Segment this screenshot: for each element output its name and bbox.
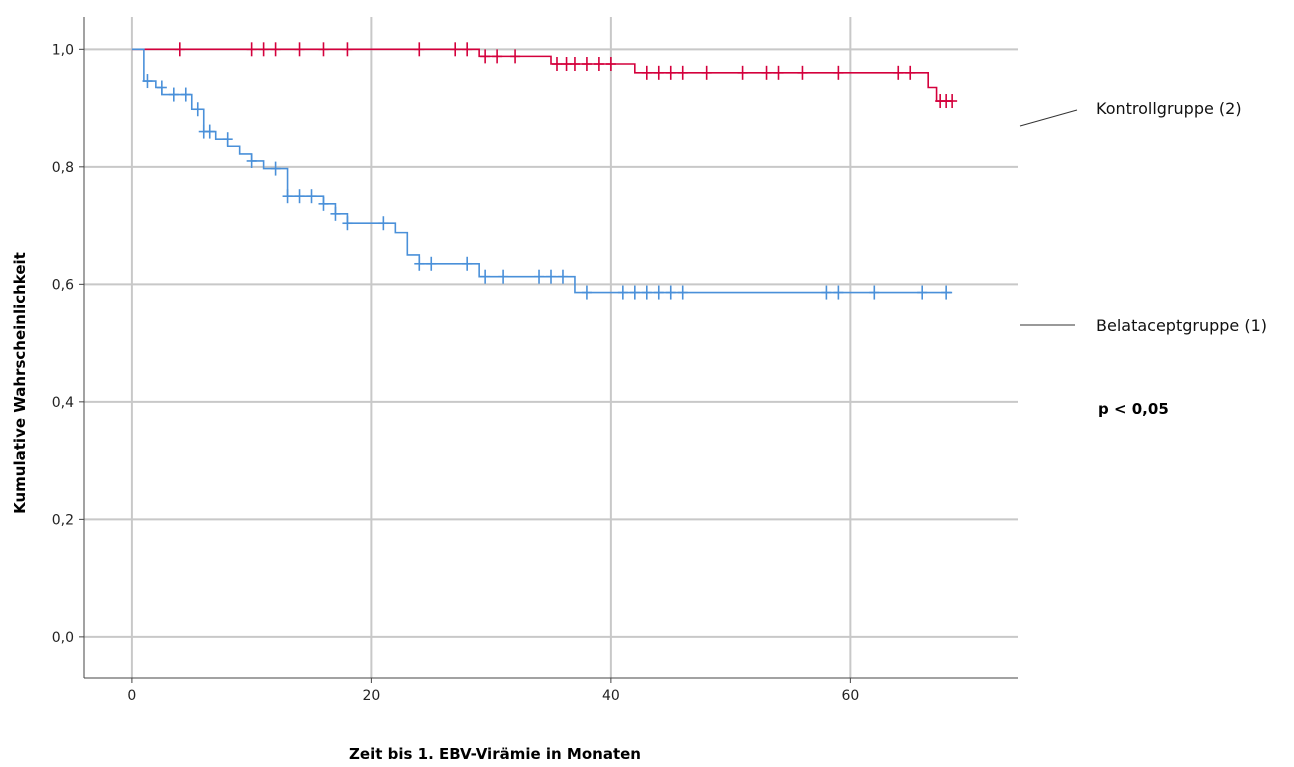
survival-curve-belataceptgruppe bbox=[131, 48, 953, 294]
censor-mark-belataceptgruppe bbox=[498, 269, 509, 284]
censor-mark-kontrollgruppe bbox=[492, 49, 503, 64]
censor-mark-kontrollgruppe bbox=[318, 42, 329, 57]
censor-mark-kontrollgruppe bbox=[677, 65, 688, 80]
censor-mark-belataceptgruppe bbox=[917, 285, 928, 300]
censor-mark-belataceptgruppe bbox=[546, 269, 556, 284]
censor-mark-belataceptgruppe bbox=[330, 206, 341, 221]
censor-mark-belataceptgruppe bbox=[180, 87, 191, 102]
censor-mark-belataceptgruppe bbox=[617, 285, 628, 300]
censor-mark-kontrollgruppe bbox=[701, 65, 712, 80]
legend-label-kontrollgruppe: Kontrollgruppe (2) bbox=[1096, 99, 1242, 118]
axes bbox=[79, 17, 1018, 683]
gridlines bbox=[84, 17, 1018, 678]
censor-mark-belataceptgruppe bbox=[665, 285, 676, 300]
censor-mark-kontrollgruppe bbox=[174, 42, 185, 57]
censor-mark-belataceptgruppe bbox=[156, 80, 167, 95]
censor-mark-kontrollgruppe bbox=[653, 65, 664, 80]
y-tick-label: 1,0 bbox=[52, 42, 74, 58]
censor-mark-belataceptgruppe bbox=[869, 285, 880, 300]
censor-mark-belataceptgruppe bbox=[677, 285, 688, 300]
censor-mark-belataceptgruppe bbox=[306, 189, 317, 204]
y-tick-label: 0,0 bbox=[52, 630, 74, 646]
censor-mark-kontrollgruppe bbox=[797, 65, 808, 80]
censor-mark-belataceptgruppe bbox=[557, 269, 568, 284]
y-tick-label: 0,2 bbox=[52, 512, 74, 528]
y-tick-label: 0,6 bbox=[52, 277, 74, 293]
y-tick-label: 0,8 bbox=[52, 160, 74, 176]
censor-mark-kontrollgruppe bbox=[270, 42, 281, 57]
legend-leader-kontrollgruppe bbox=[1019, 109, 1078, 127]
survival-curve-kontrollgruppe bbox=[131, 48, 953, 102]
x-tick-label: 60 bbox=[841, 688, 859, 704]
censor-mark-kontrollgruppe bbox=[510, 49, 521, 64]
censor-mark-belataceptgruppe bbox=[833, 285, 844, 300]
censor-mark-belataceptgruppe bbox=[168, 87, 179, 102]
censor-mark-kontrollgruppe bbox=[905, 65, 916, 80]
y-axis-title: Kumulative Wahrscheinlichkeit bbox=[11, 252, 29, 514]
censor-mark-kontrollgruppe bbox=[737, 65, 748, 80]
censor-mark-kontrollgruppe bbox=[480, 49, 491, 64]
censor-mark-belataceptgruppe bbox=[318, 196, 329, 211]
x-tick-label: 0 bbox=[127, 688, 136, 704]
censor-mark-kontrollgruppe bbox=[893, 65, 904, 80]
censor-mark-kontrollgruppe bbox=[641, 65, 652, 80]
censor-mark-kontrollgruppe bbox=[833, 65, 844, 80]
legend-label-belataceptgruppe: Belataceptgruppe (1) bbox=[1096, 316, 1267, 335]
censor-mark-belataceptgruppe bbox=[378, 216, 389, 231]
censor-mark-kontrollgruppe bbox=[569, 57, 580, 72]
censor-mark-belataceptgruppe bbox=[629, 285, 640, 300]
p-value-annotation: p < 0,05 bbox=[1098, 400, 1169, 418]
censor-mark-belataceptgruppe bbox=[192, 102, 203, 117]
censor-mark-belataceptgruppe bbox=[142, 74, 153, 89]
censor-mark-belataceptgruppe bbox=[581, 285, 592, 300]
censor-mark-kontrollgruppe bbox=[773, 65, 784, 80]
censor-mark-kontrollgruppe bbox=[665, 65, 676, 80]
x-axis-title: Zeit bis 1. EBV-Virämie in Monaten bbox=[349, 745, 641, 763]
censor-mark-kontrollgruppe bbox=[581, 57, 592, 72]
x-tick-label: 20 bbox=[362, 688, 380, 704]
censor-mark-kontrollgruppe bbox=[593, 57, 604, 72]
censor-mark-kontrollgruppe bbox=[246, 42, 257, 57]
censor-mark-belataceptgruppe bbox=[342, 216, 353, 231]
y-tick-label: 0,4 bbox=[52, 395, 74, 411]
censor-mark-belataceptgruppe bbox=[941, 285, 952, 300]
censor-mark-belataceptgruppe bbox=[294, 189, 305, 204]
censor-mark-belataceptgruppe bbox=[534, 269, 545, 284]
censor-mark-belataceptgruppe bbox=[282, 189, 293, 204]
censor-mark-kontrollgruppe bbox=[258, 42, 269, 57]
censor-mark-kontrollgruppe bbox=[551, 57, 562, 72]
censor-mark-belataceptgruppe bbox=[426, 256, 437, 271]
censor-mark-belataceptgruppe bbox=[222, 132, 233, 147]
censor-mark-belataceptgruppe bbox=[653, 285, 664, 300]
censor-mark-belataceptgruppe bbox=[462, 256, 473, 271]
x-tick-labels: 0 20 40 60 bbox=[127, 688, 859, 704]
censor-mark-belataceptgruppe bbox=[480, 269, 491, 284]
censor-mark-kontrollgruppe bbox=[761, 65, 772, 80]
y-tick-labels: 0,0 0,2 0,4 0,6 0,8 1,0 bbox=[52, 42, 74, 646]
censor-mark-kontrollgruppe bbox=[947, 94, 958, 109]
censor-mark-belataceptgruppe bbox=[821, 285, 832, 300]
censor-mark-belataceptgruppe bbox=[270, 161, 281, 176]
censor-mark-kontrollgruppe bbox=[462, 42, 473, 57]
censor-mark-belataceptgruppe bbox=[414, 256, 425, 271]
x-tick-label: 40 bbox=[602, 688, 620, 704]
censor-mark-kontrollgruppe bbox=[450, 42, 461, 57]
censor-mark-kontrollgruppe bbox=[342, 42, 353, 57]
censor-mark-belataceptgruppe bbox=[641, 285, 652, 300]
censor-mark-kontrollgruppe bbox=[561, 57, 572, 72]
censor-mark-kontrollgruppe bbox=[414, 42, 425, 57]
survival-curves bbox=[131, 42, 958, 300]
censor-mark-kontrollgruppe bbox=[294, 42, 305, 57]
censor-mark-belataceptgruppe bbox=[246, 153, 257, 168]
censor-mark-kontrollgruppe bbox=[605, 57, 616, 72]
censor-mark-belataceptgruppe bbox=[204, 124, 215, 139]
